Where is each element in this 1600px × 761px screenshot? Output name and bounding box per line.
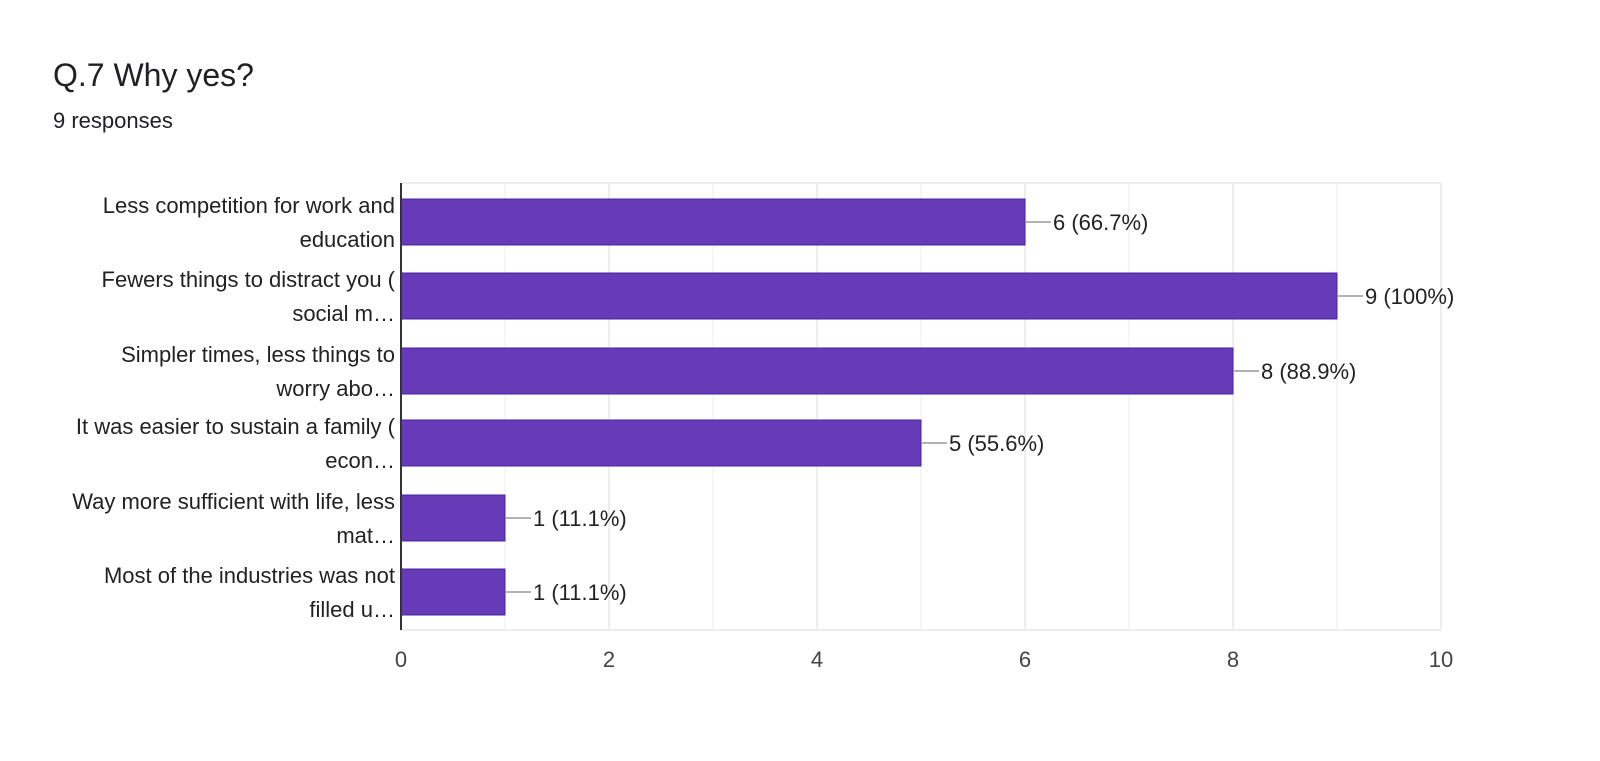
x-tick-label: 0 <box>395 647 407 672</box>
category-label: Simpler times, less things to worry abo… <box>121 342 395 401</box>
category-label: Fewers things to distract you ( social m… <box>102 267 396 326</box>
category-label-line: It was easier to sustain a family ( <box>76 414 396 439</box>
category-label-line: filled u… <box>309 597 395 622</box>
category-label-line: worry abo… <box>275 376 395 401</box>
category-label-line: Less competition for work and <box>103 193 395 218</box>
axes: 0 2 4 6 8 10 <box>395 183 1453 672</box>
category-label: It was easier to sustain a family ( econ… <box>76 414 396 473</box>
bar <box>400 198 1026 246</box>
category-label-line: social m… <box>292 301 395 326</box>
data-label: 6 (66.7%) <box>1053 210 1148 235</box>
category-label-line: Simpler times, less things to <box>121 342 395 367</box>
category-label: Most of the industries was not filled u… <box>104 563 395 622</box>
category-label: Way more sufficient with life, less mat… <box>72 489 395 548</box>
category-label-line: Way more sufficient with life, less <box>72 489 395 514</box>
x-tick-label: 8 <box>1227 647 1239 672</box>
grid-lines <box>401 182 1442 631</box>
x-tick-label: 10 <box>1429 647 1453 672</box>
bars <box>400 198 1338 616</box>
bar <box>400 272 1338 320</box>
bar <box>400 568 506 616</box>
data-label: 5 (55.6%) <box>949 431 1044 456</box>
labels: 6 (66.7%) 9 (100%) 8 (88.9%) 5 (55.6%) 1 (11… <box>72 193 1454 622</box>
category-label-line: econ… <box>325 448 395 473</box>
data-label: 1 (11.1%) <box>533 506 627 531</box>
category-label-line: mat… <box>336 523 395 548</box>
category-label-line: Fewers things to distract you ( <box>102 267 396 292</box>
category-label: Less competition for work and education <box>103 193 395 252</box>
response-count: 9 responses <box>53 108 173 133</box>
category-label-line: education <box>300 227 395 252</box>
bar <box>400 494 506 542</box>
data-label: 8 (88.9%) <box>1261 359 1356 384</box>
x-tick-label: 6 <box>1019 647 1031 672</box>
bar <box>400 347 1234 395</box>
data-label: 9 (100%) <box>1365 284 1454 309</box>
x-tick-label: 2 <box>603 647 615 672</box>
question-title: Q.7 Why yes? <box>53 57 254 93</box>
bar <box>400 419 922 467</box>
data-label: 1 (11.1%) <box>533 580 627 605</box>
x-tick-label: 4 <box>811 647 823 672</box>
category-label-line: Most of the industries was not <box>104 563 395 588</box>
